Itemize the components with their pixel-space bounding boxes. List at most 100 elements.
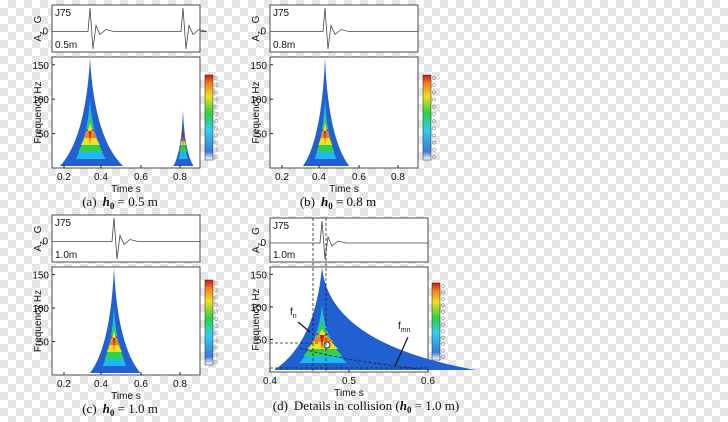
arrow <box>394 336 409 367</box>
signal-label: J75 <box>55 8 72 19</box>
spectrogram <box>269 56 419 169</box>
signal-trace <box>52 217 200 260</box>
signal-label: J75 <box>273 8 290 19</box>
x-tick-label: 0.8 <box>173 379 187 390</box>
colorbar-tick <box>214 331 218 336</box>
drop-label: 0.5m <box>55 40 77 51</box>
peak-marker <box>323 341 331 349</box>
text-part: = 0.5 m <box>114 194 157 209</box>
colorbar-tick <box>214 155 218 159</box>
text-part: G <box>251 227 262 235</box>
text-part: G <box>33 225 44 233</box>
colorbar-tick <box>441 342 445 346</box>
text-part: (c) <box>82 401 96 416</box>
colorbar-tick <box>214 133 218 138</box>
colorbar-tick <box>432 76 436 80</box>
signal-trace <box>270 7 418 50</box>
y-tick-label: 150 <box>250 270 267 281</box>
y-axis-label: Frequency Hz <box>33 81 44 143</box>
colorbar-tick <box>214 309 218 314</box>
colorbar-tick <box>441 348 445 353</box>
y-tick-label: 50 <box>256 335 268 346</box>
colorbar-tick <box>214 112 218 116</box>
text-part: = 1.0 m) <box>411 398 459 413</box>
colorbar-tick <box>214 147 218 152</box>
x-tick-label: 0.4 <box>263 376 277 387</box>
colorbar-tick <box>214 338 218 343</box>
colorbar-tick <box>214 352 218 357</box>
colorbar-tick <box>214 288 218 293</box>
spectral-blob <box>315 333 330 353</box>
az-tick: 0 <box>260 238 266 249</box>
text-part: z <box>39 241 46 245</box>
x-tick-label: 0.2 <box>275 172 289 183</box>
colorbar-tick <box>441 316 445 321</box>
text-part: = 0.8 m <box>333 194 376 209</box>
text-part: h <box>400 398 407 413</box>
text-part: (b) <box>300 194 315 209</box>
text-part: f <box>398 321 401 332</box>
colorbar-tick <box>432 147 436 152</box>
y-tick-label: 50 <box>256 130 268 141</box>
x-axis-label: Time s <box>111 391 141 402</box>
colorbar-tick <box>432 140 436 145</box>
signal-label: J75 <box>55 218 72 229</box>
caption: (a) h0 = 0.5 m <box>82 194 158 211</box>
colorbar-tick <box>214 302 218 307</box>
text-part: h <box>103 401 110 416</box>
colorbar-tick <box>432 155 436 159</box>
az-tick: 0 <box>42 237 48 248</box>
spectral-blob <box>110 336 118 355</box>
y-tick-label: 150 <box>250 61 267 72</box>
caption: (c) h0 = 1.0 m <box>82 401 158 418</box>
az-label: Az G <box>251 15 264 41</box>
text-part: A <box>33 34 44 41</box>
signal-box <box>269 4 419 53</box>
colorbar-tick <box>441 303 445 308</box>
colorbar-tick <box>214 345 218 350</box>
y-tick-label: 50 <box>38 338 50 349</box>
colorbar-tick <box>214 140 218 145</box>
text-part: 0 <box>110 408 115 418</box>
text-part: G <box>251 15 262 23</box>
colorbar-tick <box>441 322 445 327</box>
y-tick-label: 100 <box>32 304 49 315</box>
text-part: (d) <box>273 398 288 413</box>
y-tick-label: 100 <box>250 303 267 314</box>
y-axis-label: Frequency Hz <box>251 81 262 143</box>
text-part: (a) <box>82 194 96 209</box>
x-tick-label: 0.6 <box>352 172 366 183</box>
drop-label: 1.0m <box>55 250 77 261</box>
colorbar-tick <box>441 290 445 295</box>
text-part: A <box>251 34 262 41</box>
colorbar-tick <box>214 126 218 131</box>
y-axis-label: Frequency Hz <box>33 290 44 352</box>
colorbar-tick <box>214 119 218 123</box>
colorbar-tick <box>432 90 436 95</box>
signal-trace <box>270 220 428 260</box>
colorbar-tick <box>441 297 445 301</box>
text-part: 0 <box>328 201 333 211</box>
arrow <box>297 321 311 333</box>
colorbar-tick <box>432 112 436 116</box>
spectral-blob <box>303 58 350 166</box>
x-axis-label: Time s <box>111 184 141 195</box>
annotation: fmn <box>398 321 411 334</box>
text-part: A <box>33 244 44 251</box>
az-tick: 0 <box>260 27 266 38</box>
az-label: Az G <box>251 227 264 253</box>
x-tick-label: 0.2 <box>57 172 71 183</box>
drop-label: 0.8m <box>273 40 295 51</box>
x-axis-label: Time s <box>334 388 364 399</box>
text-part: 0 <box>110 201 115 211</box>
text-part: z <box>39 31 46 35</box>
text-part: h <box>321 194 328 209</box>
signal-box <box>51 4 201 53</box>
spectrogram <box>51 56 201 169</box>
x-tick-label: 0.6 <box>134 172 148 183</box>
x-tick-label: 0.6 <box>134 379 148 390</box>
signal-trace <box>52 7 208 50</box>
text-part: n <box>293 313 297 320</box>
text-part: h <box>103 194 110 209</box>
